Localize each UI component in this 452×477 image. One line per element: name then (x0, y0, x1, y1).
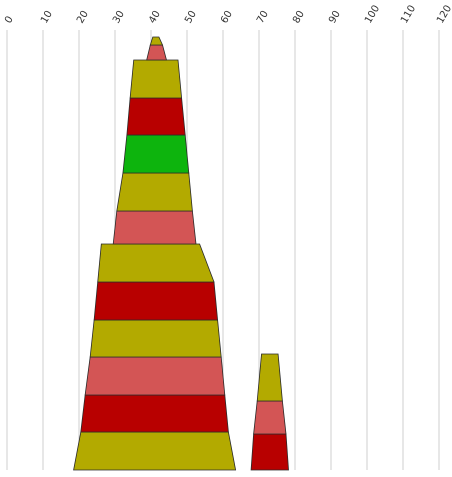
stack-1-segment-10 (126, 97, 186, 136)
x-tick-label: 20 (75, 9, 91, 26)
stack-1-segment-12 (146, 44, 167, 61)
x-tick-label: 100 (363, 3, 382, 25)
x-tick-label: 50 (183, 9, 199, 26)
stack-2-segment-2 (253, 400, 287, 435)
x-tick-label: 0 (3, 14, 16, 25)
stack-2-segment-1 (250, 433, 289, 471)
stacked-columns (73, 36, 289, 471)
x-tick-label: 60 (219, 9, 235, 26)
stack-1-segment-2 (80, 394, 229, 433)
stack-1-segment-4 (89, 319, 222, 358)
stack-1-segment-6 (97, 243, 215, 283)
stack-1-segment-1 (73, 431, 237, 471)
stack-1-segment-11 (129, 59, 183, 99)
stack-2 (250, 353, 289, 471)
stack-1-segment-8 (116, 172, 193, 212)
stack-1-segment-13 (149, 36, 164, 46)
stack-1-segment-5 (93, 281, 219, 321)
stack-1 (73, 36, 237, 471)
x-tick-label: 110 (399, 3, 418, 25)
x-tick-label: 120 (435, 3, 452, 25)
x-tick-label: 90 (327, 9, 343, 26)
stack-2-segment-3 (256, 353, 283, 402)
stack-1-segment-9 (122, 134, 190, 174)
x-axis-tick-labels: 0 10 20 30 40 50 60 70 80 90 100 110 120 (3, 3, 452, 25)
x-tick-label: 40 (147, 9, 163, 26)
stack-1-segment-7 (112, 210, 197, 245)
x-tick-label: 70 (255, 9, 271, 26)
stack-1-segment-3 (84, 356, 226, 396)
x-tick-label: 80 (291, 9, 307, 26)
x-tick-label: 30 (111, 9, 127, 26)
x-tick-label: 10 (39, 9, 55, 26)
